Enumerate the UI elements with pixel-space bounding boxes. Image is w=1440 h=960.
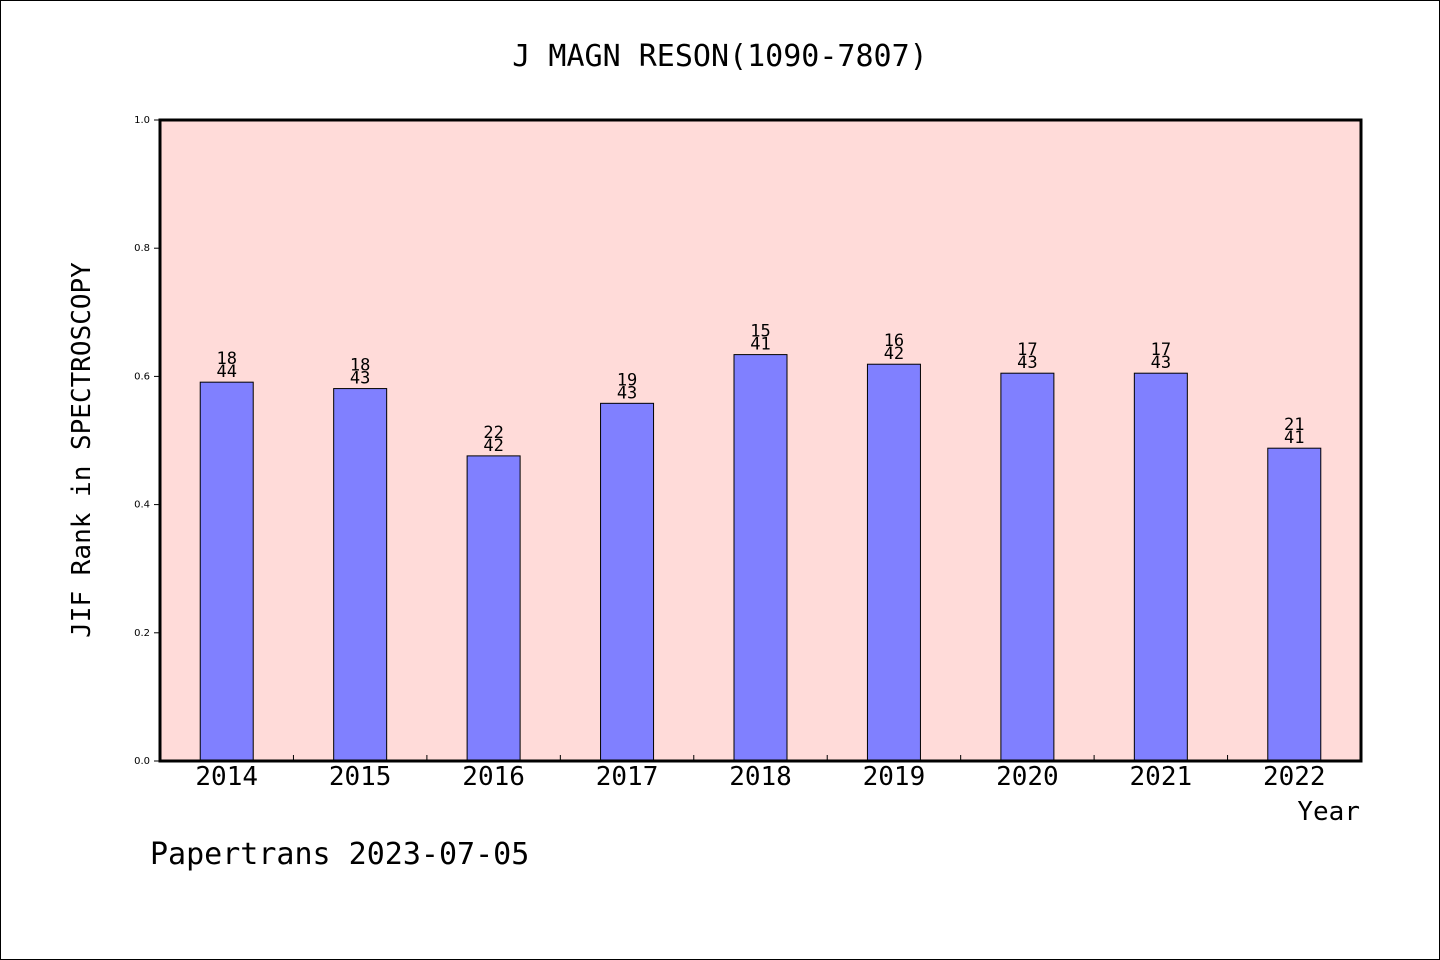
bar-label-rank: 21 xyxy=(1284,415,1304,435)
x-tick-label: 2018 xyxy=(729,762,792,792)
x-tick-label: 2020 xyxy=(996,762,1059,792)
bar-label-total: 43 xyxy=(350,369,370,389)
y-tick-label: 0.2 xyxy=(134,628,150,639)
bar-label-total: 41 xyxy=(1284,428,1304,448)
bar-label-total: 43 xyxy=(1017,353,1037,373)
x-tick-label: 2014 xyxy=(195,762,258,792)
bar-2021 xyxy=(1133,372,1188,762)
y-tick-label: 0.6 xyxy=(134,371,150,382)
x-tick-label: 2017 xyxy=(596,762,659,792)
y-tick-label: 0.8 xyxy=(134,243,150,254)
x-tick-label: 2022 xyxy=(1263,762,1326,792)
y-tick-label: 1.0 xyxy=(134,115,150,126)
bar-label-total: 42 xyxy=(483,436,503,456)
chart-title: J MAGN RESON(1090-7807) xyxy=(512,39,927,74)
bar-2022 xyxy=(1267,447,1322,762)
bar-label-rank: 17 xyxy=(1151,340,1171,360)
bar-label-rank: 19 xyxy=(617,370,637,390)
x-tick-label: 2019 xyxy=(863,762,926,792)
bar-2020 xyxy=(1000,372,1055,762)
bar-label-rank: 17 xyxy=(1017,340,1037,360)
bar-2019 xyxy=(866,363,921,762)
bar-2014 xyxy=(199,381,254,762)
bar-label-total: 43 xyxy=(617,383,637,403)
bar-2016 xyxy=(466,455,521,762)
bar-label-total: 42 xyxy=(884,344,904,364)
bar-2015 xyxy=(333,388,388,762)
bar-2018 xyxy=(733,354,788,762)
bar-label-rank: 18 xyxy=(350,356,370,376)
plot-border xyxy=(158,118,1363,763)
y-tick-label: 0.4 xyxy=(134,500,150,511)
x-tick-label: 2016 xyxy=(462,762,525,792)
y-axis: 0.0 0.2 0.4 0.6 0.8 1.0 xyxy=(134,115,160,767)
bar-label-total: 41 xyxy=(750,335,770,355)
x-axis: 2014 2015 2016 2017 2018 2019 2020 2021 2022 xyxy=(195,755,1326,792)
bar-label-rank: 15 xyxy=(750,322,770,342)
bar-2017 xyxy=(600,402,655,762)
x-tick-label: 2021 xyxy=(1130,762,1193,792)
bar-label-rank: 18 xyxy=(216,349,236,369)
bar-label-total: 44 xyxy=(216,362,236,382)
y-tick-label: 0.0 xyxy=(134,756,150,767)
y-axis-label: JIF Rank in SPECTROSCOPY xyxy=(67,262,97,638)
bar-label-rank: 16 xyxy=(884,331,904,351)
footer-credit: Papertrans 2023-07-05 xyxy=(150,837,529,872)
x-axis-label: Year xyxy=(1297,797,1360,827)
x-tick-label: 2015 xyxy=(329,762,392,792)
bar-label-rank: 22 xyxy=(483,423,503,443)
bar-label-total: 43 xyxy=(1151,353,1171,373)
